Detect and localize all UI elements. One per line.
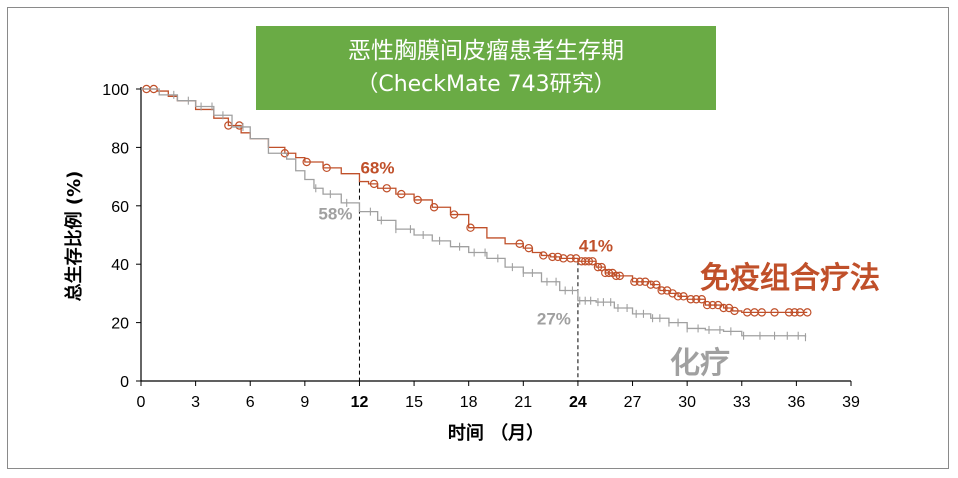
censor-mark bbox=[611, 271, 621, 281]
chart-subtitle: （CheckMate 743研究） bbox=[356, 72, 616, 97]
censor-mark bbox=[597, 262, 606, 272]
y-tick-label: 80 bbox=[111, 140, 129, 157]
censor-mark bbox=[449, 210, 459, 219]
censor-mark bbox=[657, 286, 666, 295]
landmark-label-immuno-24: 41% bbox=[579, 236, 613, 255]
x-tick-label: 33 bbox=[733, 394, 751, 411]
x-tick-label: 27 bbox=[624, 394, 642, 411]
y-axis-label: 总生存比例 (%) bbox=[63, 171, 85, 302]
x-tick-label: 3 bbox=[191, 394, 200, 411]
censor-mark bbox=[719, 303, 728, 313]
censor-mark bbox=[635, 277, 645, 286]
censor-mark bbox=[803, 308, 812, 317]
x-tick-label: 12 bbox=[351, 394, 369, 411]
x-tick-label: 30 bbox=[678, 394, 696, 411]
x-axis-label: 时间 （月） bbox=[448, 423, 544, 444]
censor-mark bbox=[322, 163, 331, 173]
censor-mark bbox=[673, 292, 683, 301]
x-tick-label: 9 bbox=[300, 394, 309, 411]
reference-lines bbox=[358, 181, 579, 381]
y-tick-label: 100 bbox=[102, 82, 129, 99]
chart-title: 恶性胸膜间皮瘤患者生存期 bbox=[348, 38, 624, 64]
censor-mark bbox=[413, 195, 422, 205]
x-tick-label: 18 bbox=[460, 394, 478, 411]
censor-mark bbox=[679, 292, 688, 301]
x-tick-label: 6 bbox=[246, 394, 255, 411]
x-tick-label: 36 bbox=[787, 394, 805, 411]
x-tick-label: 24 bbox=[569, 394, 587, 411]
censor-mark bbox=[770, 308, 779, 317]
x-tick-label: 0 bbox=[137, 394, 146, 411]
landmark-label-chemo-12: 58% bbox=[318, 205, 352, 224]
y-tick-label: 40 bbox=[111, 257, 129, 274]
censor-mark bbox=[588, 257, 597, 266]
series-line-1 bbox=[141, 88, 807, 338]
series-line-0 bbox=[141, 88, 808, 314]
series-label-chemo: 化疗 bbox=[670, 346, 730, 381]
censor-mark bbox=[397, 189, 406, 199]
censor-mark bbox=[697, 295, 706, 304]
censor-mark bbox=[708, 300, 717, 310]
title-banner: 恶性胸膜间皮瘤患者生存期 （CheckMate 743研究） bbox=[256, 26, 716, 110]
censor-mark bbox=[566, 254, 575, 263]
landmark-label-immuno-12: 68% bbox=[360, 159, 394, 178]
landmark-label-chemo-24: 27% bbox=[537, 310, 571, 329]
censor-mark bbox=[615, 271, 624, 281]
censor-mark bbox=[646, 280, 655, 289]
censor-mark bbox=[553, 252, 563, 262]
censor-mark bbox=[652, 280, 661, 289]
censor-mark bbox=[515, 239, 524, 248]
censor-mark bbox=[524, 243, 533, 253]
censor-mark bbox=[429, 203, 439, 212]
censor-mark bbox=[593, 262, 603, 272]
series-label-immuno: 免疫组合疗法 bbox=[700, 261, 880, 296]
censor-mark bbox=[686, 295, 695, 304]
censor-mark bbox=[790, 308, 799, 317]
y-tick-label: 0 bbox=[120, 374, 129, 391]
censor-mark bbox=[369, 179, 379, 189]
censor-mark bbox=[604, 268, 614, 278]
y-tick-label: 20 bbox=[111, 316, 129, 333]
censor-mark bbox=[539, 251, 548, 260]
x-tick-label: 15 bbox=[405, 394, 423, 411]
censor-mark bbox=[382, 184, 391, 193]
censor-mark bbox=[548, 252, 557, 262]
survival-curves bbox=[141, 84, 812, 342]
censor-mark bbox=[466, 223, 475, 232]
censor-mark bbox=[692, 295, 701, 304]
censor-mark bbox=[784, 308, 794, 317]
x-tick-label: 21 bbox=[514, 394, 532, 411]
censor-mark bbox=[730, 306, 739, 316]
censor-mark bbox=[702, 300, 712, 310]
censor-mark bbox=[630, 277, 639, 286]
y-tick-label: 60 bbox=[111, 199, 129, 216]
censor-mark bbox=[584, 257, 594, 266]
x-tick-label: 39 bbox=[842, 394, 860, 411]
censor-mark bbox=[757, 308, 766, 317]
censor-mark bbox=[302, 157, 311, 167]
